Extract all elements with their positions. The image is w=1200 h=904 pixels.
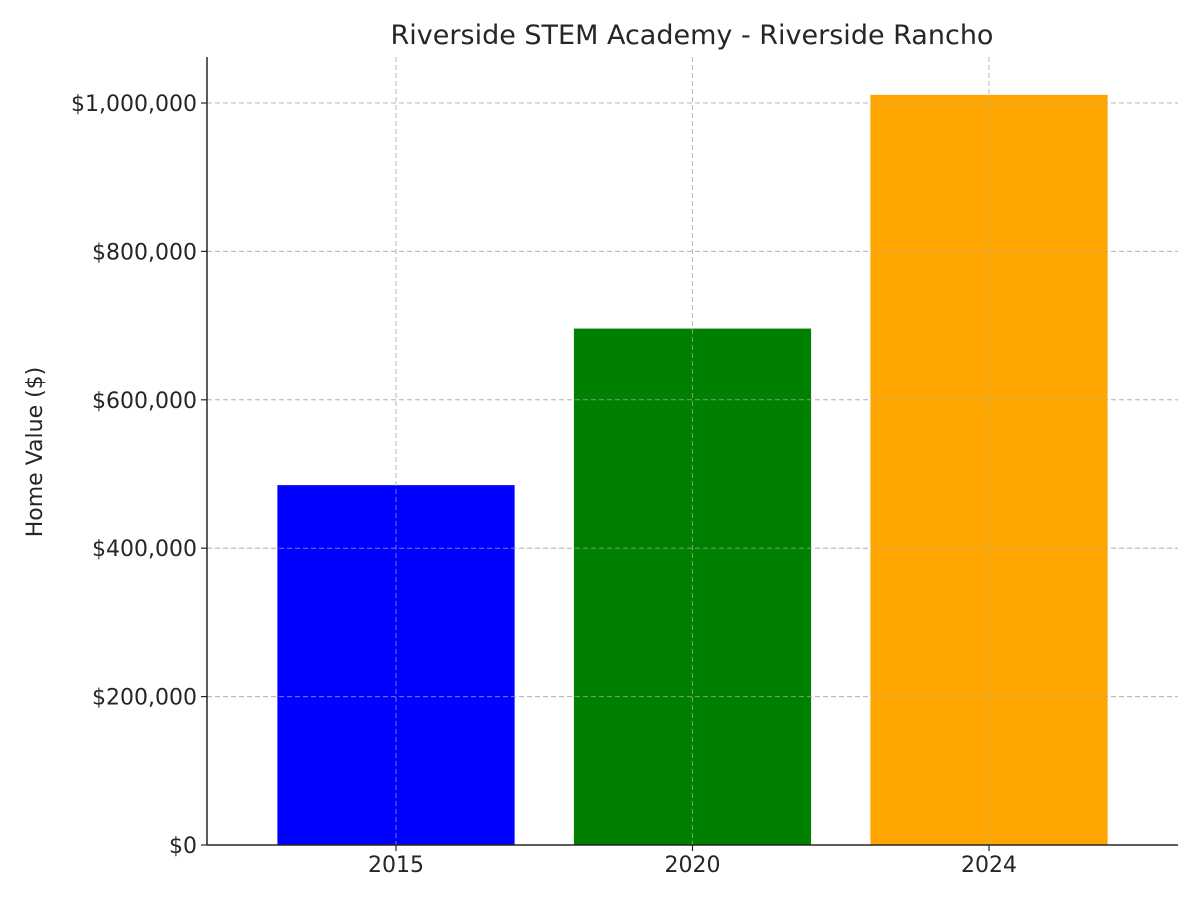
x-tick-label: 2015: [368, 853, 424, 878]
y-axis-ticks: $0 $200,000 $400,000 $600,000 $800,000 $1,000…: [71, 92, 207, 859]
bars: [277, 94, 1108, 846]
y-tick-label: $600,000: [92, 389, 197, 414]
y-tick-label: $0: [169, 834, 197, 859]
chart-title: Riverside STEM Academy - Riverside Ranch…: [391, 20, 994, 51]
grid-overlay: [207, 57, 1178, 846]
x-tick-label: 2024: [961, 853, 1017, 878]
y-tick-label: $200,000: [92, 686, 197, 711]
y-tick-label: $400,000: [92, 537, 197, 562]
y-tick-label: $1,000,000: [71, 92, 197, 117]
axes: [206, 57, 1178, 846]
x-axis-ticks: 2015 2020 2024: [368, 845, 1017, 878]
x-tick-label: 2020: [665, 853, 721, 878]
y-axis-label: Home Value ($): [23, 367, 48, 538]
y-tick-label: $800,000: [92, 240, 197, 265]
